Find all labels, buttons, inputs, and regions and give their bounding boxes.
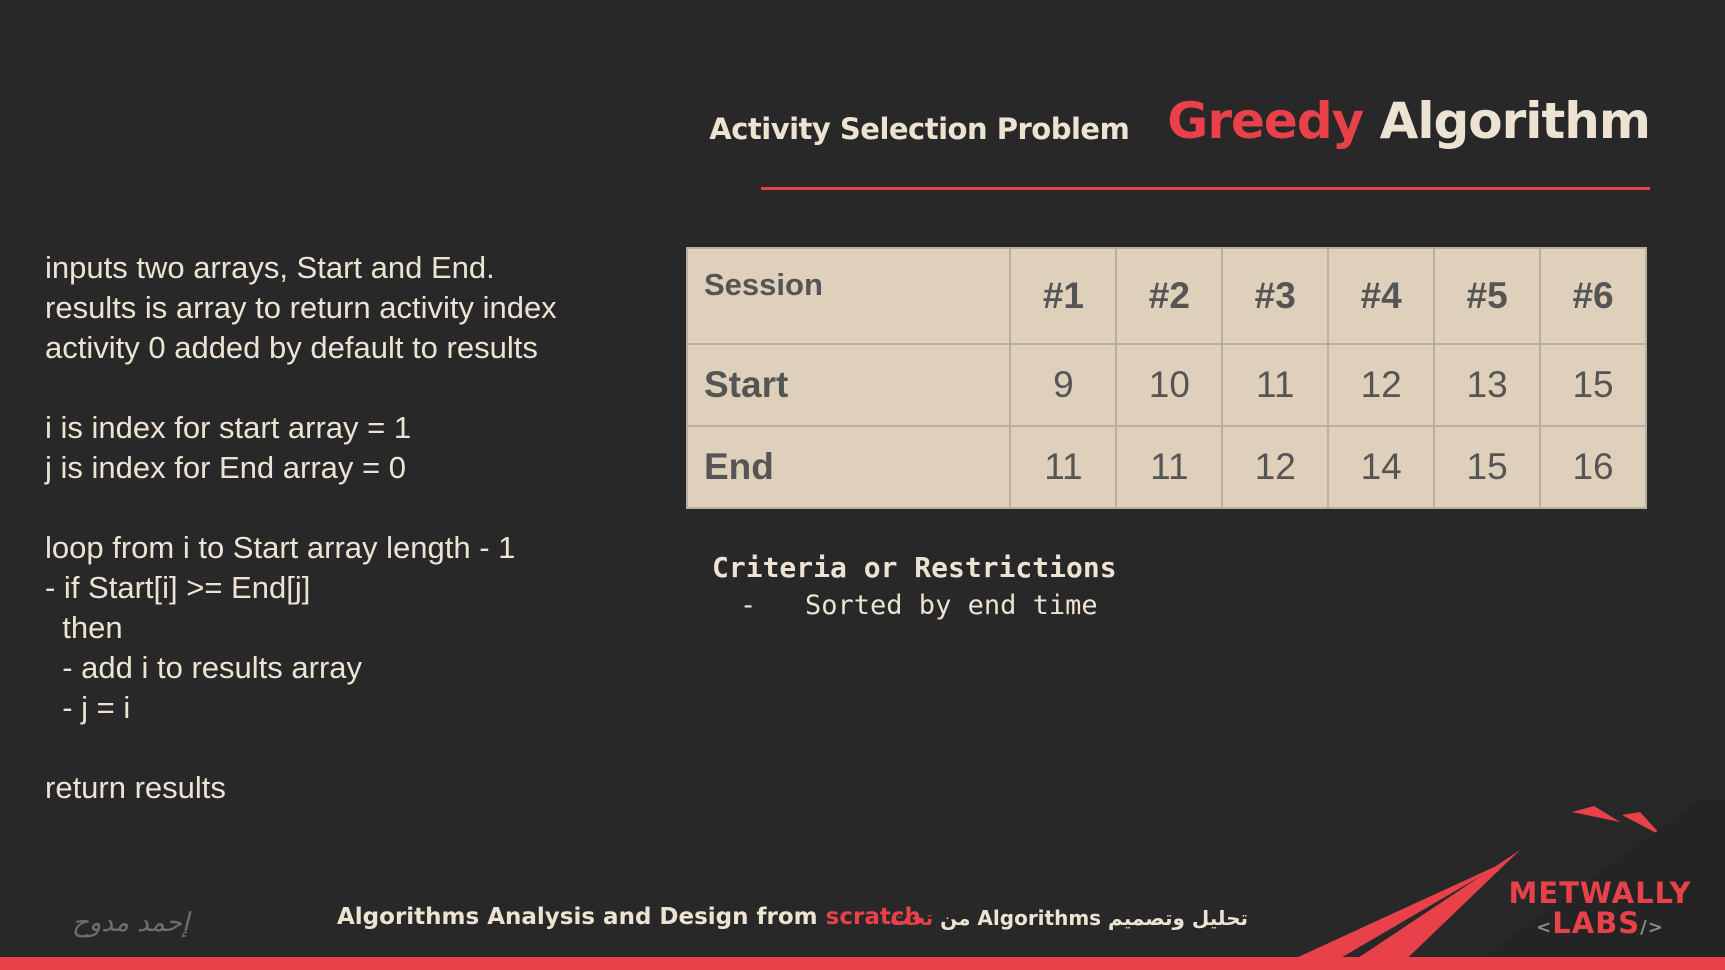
pseudocode-line: inputs two arrays, Start and End. [45, 250, 495, 285]
signature: إحمد مدوح [72, 908, 190, 938]
table-column-header: #6 [1539, 246, 1647, 346]
pseudocode-line: j is index for End array = 0 [45, 450, 406, 485]
criteria-title: Criteria or Restrictions [712, 551, 1117, 584]
row-label-start: Start [685, 343, 1012, 428]
criteria-item: - Sorted by end time [740, 590, 1098, 621]
activity-table: Session #1 #2 #3 #4 #5 #6 Start 9 10 11 … [685, 246, 1647, 509]
title-underline [761, 187, 1650, 190]
table-cell: 11 [1009, 425, 1118, 509]
pseudocode-line: i is index for start array = 1 [45, 410, 412, 445]
table-cell: 9 [1009, 343, 1118, 428]
pseudocode-line: - if Start[i] >= End[j] [45, 570, 311, 605]
title-highlight: Greedy [1167, 92, 1364, 150]
table-row: Start 9 10 11 12 13 15 [685, 343, 1647, 428]
course-title-highlight: scratch [825, 904, 921, 930]
pseudocode-line: return results [45, 770, 226, 805]
title-area: Activity Selection Problem Greedy Algori… [709, 92, 1651, 150]
logo-bracket-left: < [1536, 917, 1553, 938]
logo-line2-text: LABS [1552, 906, 1641, 940]
decor-slash-right [1340, 850, 1520, 970]
row-label-end: End [685, 425, 1012, 509]
table-column-header: #2 [1115, 246, 1224, 346]
table-cell: 11 [1115, 425, 1224, 509]
course-title: Algorithms Analysis and Design from scra… [337, 904, 921, 930]
table-header-row: Session #1 #2 #3 #4 #5 #6 [685, 246, 1647, 346]
criteria-block: Criteria or Restrictions - Sorted by end… [712, 551, 1117, 621]
logo-bracket-right: /> [1640, 917, 1664, 938]
table-column-header: #1 [1009, 246, 1118, 346]
pseudocode-line: then [45, 610, 123, 645]
table-cell: 12 [1221, 425, 1330, 509]
title-rest: Algorithm [1379, 92, 1651, 150]
table-cell: 15 [1539, 343, 1647, 428]
decor-shard-2 [1622, 812, 1662, 836]
arabic-title-text: تحليل وتصميم Algorithms من [933, 906, 1249, 930]
course-title-text: Algorithms Analysis and Design from [337, 904, 826, 930]
table-cell: 12 [1327, 343, 1436, 428]
pseudocode-line: activity 0 added by default to results [45, 330, 538, 365]
pseudocode-line: results is array to return activity inde… [45, 290, 557, 325]
table-cell: 15 [1433, 425, 1542, 509]
table-column-header: #4 [1327, 246, 1436, 346]
table-cell: 11 [1221, 343, 1330, 428]
decor-shard-1 [1572, 806, 1620, 822]
course-title-arabic: تحليل وتصميم Algorithms من تحت [890, 906, 1248, 930]
table-row: End 11 11 12 14 15 16 [685, 425, 1647, 509]
pseudocode-line: - j = i [45, 690, 131, 725]
logo-line2: <LABS/> [1508, 908, 1692, 943]
logo-line1: METWALLY [1508, 876, 1692, 910]
slide-title: Greedy Algorithm [1167, 92, 1651, 150]
slide-subtitle: Activity Selection Problem [709, 112, 1130, 146]
table-cell: 13 [1433, 343, 1542, 428]
pseudocode-block: inputs two arrays, Start and End. result… [45, 248, 557, 808]
pseudocode-line: loop from i to Start array length - 1 [45, 530, 516, 565]
table-corner-cell: Session [685, 246, 1012, 346]
decor-dark-panel [1480, 800, 1725, 960]
table-cell: 14 [1327, 425, 1436, 509]
table-cell: 10 [1115, 343, 1224, 428]
table-column-header: #3 [1221, 246, 1330, 346]
decor-slash-left [1270, 862, 1505, 970]
table-cell: 16 [1539, 425, 1647, 509]
pseudocode-line: - add i to results array [45, 650, 363, 685]
bottom-accent-bar [0, 957, 1725, 970]
metwally-labs-logo: METWALLY <LABS/> [1508, 878, 1692, 943]
table-column-header: #5 [1433, 246, 1542, 346]
arabic-title-highlight: تحت [890, 906, 934, 930]
